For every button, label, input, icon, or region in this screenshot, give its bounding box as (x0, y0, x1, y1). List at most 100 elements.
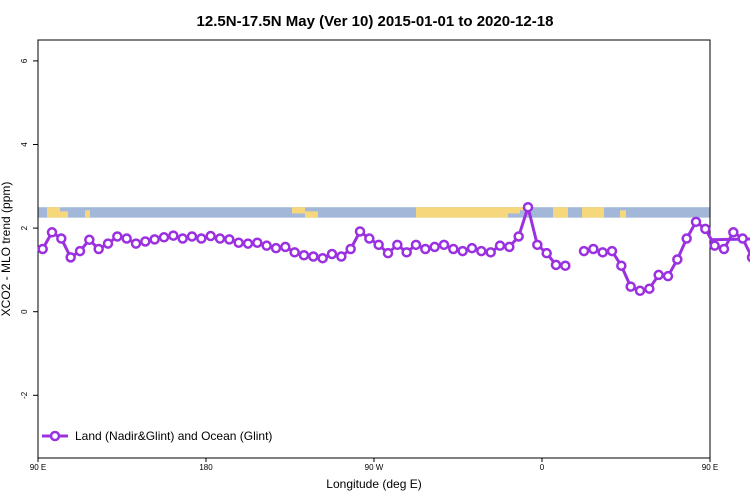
data-point (46, 227, 58, 238)
y-tick-label: 0 (20, 309, 29, 314)
x-tick-label: 90 E (30, 463, 46, 472)
data-point (317, 252, 328, 264)
data-point (233, 237, 244, 248)
data-point (588, 243, 599, 255)
land-patch (508, 207, 520, 214)
data-point (550, 259, 562, 271)
data-point (438, 239, 450, 251)
data-point (560, 260, 571, 271)
y-axis-label: XCO2 - MLO trend (ppm) (0, 182, 13, 317)
data-point (653, 269, 664, 281)
data-point (280, 241, 291, 253)
land-patch (553, 207, 568, 218)
data-point (457, 245, 468, 257)
data-point (662, 270, 674, 282)
data-point (578, 245, 590, 257)
series-points (37, 201, 750, 297)
data-point (37, 243, 48, 255)
data-point (112, 231, 123, 242)
data-point (177, 233, 188, 244)
data-point (476, 245, 487, 257)
land-patch (620, 210, 626, 218)
data-point (121, 233, 132, 244)
land-patch (305, 211, 318, 218)
land-patch (292, 207, 305, 214)
data-point (616, 260, 627, 271)
data-point (448, 243, 459, 255)
data-point (214, 233, 226, 244)
data-point (681, 233, 692, 244)
x-tick-label: 0 (540, 463, 545, 472)
data-point (429, 241, 440, 253)
data-point (140, 236, 151, 247)
data-point (308, 251, 319, 262)
data-point (336, 251, 347, 262)
data-point (364, 233, 375, 244)
data-point (205, 230, 216, 242)
data-point (158, 232, 170, 243)
legend-label: Land (Nadir&Glint) and Ocean (Glint) (75, 429, 272, 443)
land-patch (85, 210, 90, 218)
data-point (606, 245, 618, 257)
data-point (532, 239, 543, 251)
data-point (737, 233, 748, 244)
data-point (466, 242, 478, 254)
data-point (289, 247, 300, 258)
data-point (522, 201, 534, 213)
y-tick-label: -2 (20, 391, 29, 399)
legend: Land (Nadir&Glint) and Ocean (Glint) (42, 429, 272, 443)
data-point (252, 237, 263, 248)
data-point (149, 234, 160, 245)
y-tick-label: 4 (20, 142, 29, 147)
data-point (102, 238, 114, 249)
data-point (298, 250, 310, 261)
data-point (224, 234, 235, 245)
data-point (382, 247, 394, 259)
data-point (326, 248, 338, 260)
data-point (728, 227, 739, 238)
land-ocean-band (38, 207, 710, 218)
data-point (718, 243, 730, 255)
data-point (65, 252, 76, 263)
y-axis: -2 0 2 4 6 (20, 58, 38, 399)
land-patch (47, 207, 60, 218)
data-point (270, 242, 282, 254)
data-point (93, 243, 104, 255)
land-patch (582, 207, 604, 218)
x-tick-label: 180 (199, 463, 213, 472)
data-point (130, 238, 142, 249)
data-point (513, 231, 524, 242)
y-tick-label: 6 (20, 58, 29, 63)
chart-title: 12.5N-17.5N May (Ver 10) 2015-01-01 to 2… (197, 13, 554, 30)
data-point (242, 238, 254, 249)
x-tick-label: 90 E (702, 463, 718, 472)
data-point (597, 247, 608, 258)
data-point (354, 226, 366, 237)
data-point (485, 247, 496, 258)
data-point (700, 223, 711, 235)
land-patch (416, 207, 508, 218)
data-point (373, 239, 384, 251)
data-point (420, 243, 431, 255)
data-point (672, 254, 683, 265)
data-point (709, 240, 720, 251)
data-point (168, 230, 179, 241)
series-line (709, 237, 750, 242)
data-point (74, 245, 86, 257)
data-point (690, 216, 702, 228)
data-point (625, 281, 636, 292)
data-point (494, 240, 506, 251)
ocean-band (38, 207, 710, 218)
x-axis: 90 E 180 90 W 0 90 E (30, 458, 718, 472)
data-point (84, 234, 95, 246)
data-point (392, 239, 403, 251)
data-point (401, 247, 412, 258)
data-point (56, 233, 67, 244)
y-tick-label: 2 (20, 225, 29, 230)
x-tick-label: 90 W (365, 463, 384, 472)
data-point (410, 239, 422, 251)
data-point (261, 240, 272, 251)
legend-marker (49, 430, 61, 442)
data-point (345, 243, 356, 255)
